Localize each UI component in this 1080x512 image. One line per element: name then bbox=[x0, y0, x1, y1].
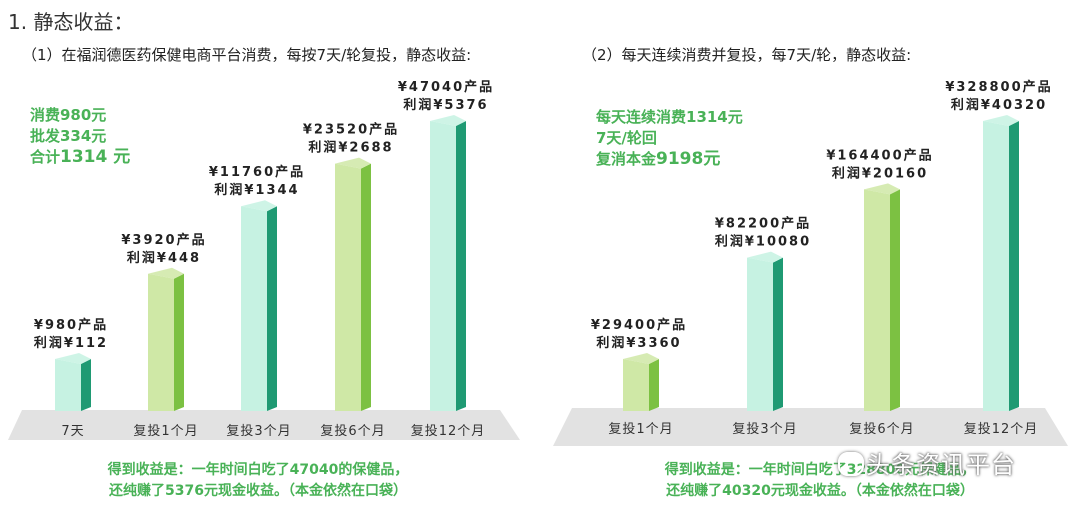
bar-front bbox=[148, 273, 174, 411]
bar-product-label: ¥3920产品 bbox=[121, 232, 206, 248]
bar-profit-label: 利润¥3360 bbox=[596, 335, 681, 351]
panel-2-total-value: 9198元 bbox=[656, 149, 721, 169]
bar-profit-label: 利润¥112 bbox=[34, 335, 108, 351]
panel-2-summary: 得到收益是：一年时间白吃了328800元保健品， 还纯赚了40320元现金收益。… bbox=[600, 460, 1040, 502]
bar-top bbox=[623, 353, 659, 364]
x-tick-label: 复投12个月 bbox=[411, 423, 486, 439]
bar-profit-label: 利润¥40320 bbox=[951, 97, 1047, 113]
bar-side bbox=[456, 121, 466, 411]
bar-top bbox=[148, 267, 184, 279]
wechat-icon bbox=[838, 452, 864, 476]
bar-front bbox=[983, 121, 1009, 411]
bar-top bbox=[864, 183, 900, 195]
panel-1-info: 消费980元 批发334元 合计1314 元 bbox=[30, 105, 130, 168]
bar-front bbox=[864, 189, 890, 411]
bar-front bbox=[55, 359, 81, 411]
panel-2-info-line: 7天/轮回 bbox=[596, 129, 657, 147]
bar-front bbox=[747, 257, 773, 411]
panel-2-info: 每天连续消费1314元 7天/轮回 复消本金9198元 bbox=[596, 107, 743, 170]
panel-2-summary-line: 得到收益是：一年时间白吃了328800元保健品， bbox=[664, 462, 976, 478]
bar-profit-label: 利润¥2688 bbox=[308, 140, 393, 156]
panel-2-info-total: 复消本金9198元 bbox=[596, 149, 743, 170]
bar-product-label: ¥11760产品 bbox=[209, 164, 305, 180]
bar-front bbox=[430, 121, 456, 411]
bar-front bbox=[335, 163, 361, 411]
x-tick-label: 复投1个月 bbox=[133, 423, 198, 439]
bar-product-label: ¥29400产品 bbox=[591, 317, 687, 333]
chart-floor bbox=[8, 410, 520, 440]
bar-profit-label: 利润¥1344 bbox=[214, 182, 299, 198]
panel-1-info-total: 合计1314 元 bbox=[30, 147, 130, 168]
panel-1-summary-line: 得到收益是：一年时间白吃了47040的保健品， bbox=[107, 462, 409, 478]
bar-product-label: ¥328800产品 bbox=[945, 79, 1052, 95]
bar-side bbox=[174, 273, 184, 411]
bar-top bbox=[241, 200, 277, 212]
x-tick-label: 复投12个月 bbox=[964, 421, 1039, 437]
bar-product-label: ¥164400产品 bbox=[826, 147, 933, 163]
x-tick-label: 复投3个月 bbox=[226, 423, 291, 439]
bar-top bbox=[335, 157, 371, 169]
chart-floor bbox=[553, 408, 1068, 446]
bar-side bbox=[1009, 121, 1019, 411]
bar-top bbox=[747, 251, 783, 263]
panel-2-total-prefix: 复消本金 bbox=[596, 150, 657, 168]
bar-side bbox=[649, 359, 659, 411]
watermark: 头条资讯平台 bbox=[866, 451, 1016, 479]
bar-product-label: ¥82200产品 bbox=[715, 216, 811, 232]
bar-profit-label: 利润¥20160 bbox=[832, 165, 928, 181]
panel-2-title: （2）每天连续消费并复投，每7天/轮，静态收益: bbox=[582, 46, 912, 64]
bar-profit-label: 利润¥448 bbox=[127, 250, 201, 266]
bar-profit-label: 利润¥10080 bbox=[715, 234, 811, 250]
bar-side bbox=[81, 359, 91, 411]
bar-front bbox=[241, 206, 267, 411]
bar-top bbox=[55, 353, 91, 364]
bar-side bbox=[361, 163, 371, 411]
panel-1-info-line: 消费980元 bbox=[30, 106, 107, 124]
panel-2-info-line: 每天连续消费1314元 bbox=[596, 108, 743, 126]
x-tick-label: 复投6个月 bbox=[849, 421, 914, 437]
x-tick-label: 复投1个月 bbox=[608, 421, 673, 437]
panel-1-total-value: 1314 元 bbox=[60, 147, 131, 167]
x-tick-label: 复投3个月 bbox=[732, 421, 797, 437]
bar-side bbox=[890, 189, 900, 411]
bar-top bbox=[430, 115, 466, 126]
bar-side bbox=[773, 257, 783, 411]
bar-product-label: ¥47040产品 bbox=[398, 79, 494, 95]
panel-1-info-line: 批发334元 bbox=[30, 127, 107, 145]
bar-side bbox=[267, 206, 277, 411]
panel-1-total-prefix: 合计 bbox=[30, 148, 61, 166]
panel-1-title: （1）在福润德医药保健电商平台消费，每按7天/轮复投，静态收益: bbox=[22, 46, 472, 64]
panel-1-summary: 得到收益是：一年时间白吃了47040的保健品， 还纯赚了5376元现金收益。（本… bbox=[38, 460, 478, 502]
panel-2-summary-line: 还纯赚了40320元现金收益。（本金依然在口袋） bbox=[666, 483, 974, 499]
panel-1-summary-line: 还纯赚了5376元现金收益。（本金依然在口袋） bbox=[109, 483, 407, 499]
bar-front bbox=[623, 359, 649, 411]
bar-product-label: ¥980产品 bbox=[34, 317, 108, 333]
bar-product-label: ¥23520产品 bbox=[303, 122, 399, 138]
page-title: 1. 静态收益： bbox=[8, 10, 134, 34]
x-tick-label: 复投6个月 bbox=[320, 423, 385, 439]
x-tick-label: 7天 bbox=[61, 424, 84, 439]
bar-profit-label: 利润¥5376 bbox=[403, 97, 488, 113]
bar-top bbox=[983, 115, 1019, 126]
